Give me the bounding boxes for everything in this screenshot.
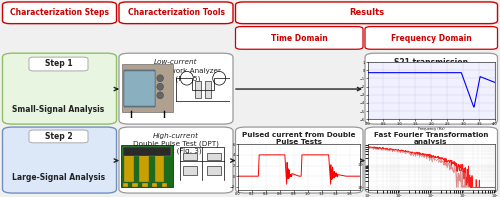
Text: Small-Signal Analysis: Small-Signal Analysis (12, 105, 104, 114)
Text: Large-Signal Analysis: Large-Signal Analysis (12, 173, 105, 182)
FancyBboxPatch shape (365, 53, 498, 124)
FancyBboxPatch shape (2, 53, 116, 124)
Bar (142, 183, 148, 187)
FancyBboxPatch shape (29, 130, 88, 143)
FancyBboxPatch shape (29, 57, 88, 71)
Text: (VNA) (Fig. 5): (VNA) (Fig. 5) (152, 76, 200, 82)
Text: High-current: High-current (153, 133, 199, 139)
FancyBboxPatch shape (365, 127, 498, 193)
Bar (204, 81, 211, 98)
FancyBboxPatch shape (119, 53, 233, 124)
Text: Fast Fourier Transformation: Fast Fourier Transformation (374, 132, 488, 138)
Text: Pulse Tests: Pulse Tests (276, 139, 322, 145)
Bar (162, 183, 167, 187)
Bar (152, 183, 158, 187)
Text: Step 2: Step 2 (44, 132, 72, 141)
Bar (195, 81, 202, 98)
Bar (183, 153, 196, 160)
Bar (124, 152, 134, 182)
Bar (208, 166, 221, 175)
Bar (183, 166, 196, 175)
Text: Characterization Steps: Characterization Steps (10, 8, 109, 17)
FancyBboxPatch shape (236, 127, 363, 193)
FancyBboxPatch shape (365, 27, 498, 49)
Circle shape (157, 92, 164, 99)
FancyBboxPatch shape (119, 127, 233, 193)
Bar (154, 152, 164, 182)
Bar (140, 152, 149, 182)
Text: Characterization Tools: Characterization Tools (128, 8, 224, 17)
Text: Time Domain: Time Domain (270, 33, 328, 43)
Text: Virtual Network Analyzer: Virtual Network Analyzer (131, 68, 221, 74)
FancyBboxPatch shape (2, 127, 116, 193)
Text: Frequency Domain: Frequency Domain (390, 33, 471, 43)
Text: coefficients: coefficients (406, 65, 456, 74)
Circle shape (157, 75, 164, 82)
FancyBboxPatch shape (236, 27, 363, 49)
FancyBboxPatch shape (236, 2, 498, 24)
Text: Pulsed current from Double: Pulsed current from Double (242, 132, 356, 138)
Text: Step 1: Step 1 (44, 59, 72, 68)
X-axis label: Frequency (Hz): Frequency (Hz) (418, 127, 444, 131)
FancyBboxPatch shape (2, 2, 116, 24)
Circle shape (157, 83, 164, 90)
Text: Results: Results (349, 8, 384, 17)
Circle shape (212, 71, 226, 85)
Bar (122, 147, 172, 156)
Bar (122, 64, 174, 112)
Text: S21 transmission: S21 transmission (394, 58, 468, 67)
Bar (132, 183, 138, 187)
Text: Circuit (Fig. 3): Circuit (Fig. 3) (150, 148, 202, 154)
Bar (124, 70, 154, 107)
Bar (124, 71, 154, 106)
Text: analysis: analysis (414, 139, 448, 145)
Text: Double Pulse Test (DPT): Double Pulse Test (DPT) (133, 141, 219, 147)
Bar (208, 153, 221, 160)
FancyBboxPatch shape (119, 2, 233, 24)
Text: Low-current: Low-current (154, 59, 198, 65)
Circle shape (180, 71, 194, 85)
Bar (122, 183, 128, 187)
